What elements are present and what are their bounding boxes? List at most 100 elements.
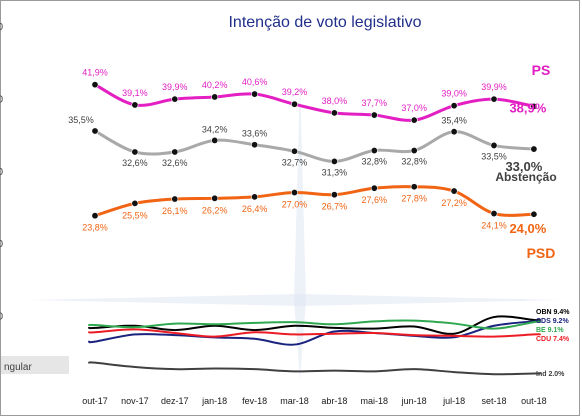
data-point [131, 101, 139, 109]
data-label: 27,8% [401, 194, 427, 204]
x-tick-label: jan-18 [201, 396, 227, 406]
data-label: 33,0% [505, 159, 542, 174]
data-point [290, 189, 298, 197]
data-point [290, 100, 298, 108]
data-point [211, 136, 219, 144]
data-label: 32,8% [362, 157, 388, 167]
series-line-cdu [88, 328, 541, 338]
data-label: 33,5% [481, 151, 507, 161]
data-point [410, 147, 418, 155]
data-label: 39,2% [282, 87, 308, 97]
watermark-text: ngular [4, 362, 32, 373]
series-name-label: Abstenção [495, 170, 556, 184]
data-point [171, 148, 179, 156]
watermark-horizontal-shape [30, 294, 560, 306]
data-point [171, 95, 179, 103]
data-point [530, 210, 538, 218]
x-tick-label: out-18 [521, 396, 547, 406]
x-tick-label: mar-18 [280, 396, 309, 406]
data-point [330, 109, 338, 117]
data-label: 26,7% [322, 202, 348, 212]
data-point [330, 157, 338, 165]
data-label: 35,5% [68, 115, 94, 125]
data-point [450, 128, 458, 136]
series-end-label-cdu: CDU 7.4% [536, 336, 570, 343]
data-label: 34,2% [202, 124, 228, 134]
data-point [490, 210, 498, 218]
data-label: 37,7% [362, 98, 388, 108]
data-point [530, 145, 538, 153]
data-label: 32,6% [162, 158, 188, 168]
y-tick-label: 50 [0, 22, 4, 33]
data-point [370, 147, 378, 155]
y-tick-label: 30 [0, 167, 4, 178]
data-point [131, 199, 139, 207]
x-tick-label: fev-18 [242, 396, 267, 406]
data-label: 23,8% [82, 223, 108, 233]
series-line-be [88, 319, 541, 330]
x-tick-label: dez-17 [161, 396, 189, 406]
data-point [251, 193, 259, 201]
chart-title: Intenção de voto legislativo [228, 14, 421, 31]
data-point [490, 95, 498, 103]
x-tick-label: out-17 [82, 396, 108, 406]
data-label: 32,6% [122, 158, 148, 168]
y-tick-label: 20 [0, 239, 4, 250]
data-point [530, 102, 538, 110]
series-name-label: PSD [527, 245, 556, 261]
data-label: 24,0% [509, 221, 546, 236]
x-tick-label: nov-17 [121, 396, 149, 406]
data-label: 31,3% [322, 167, 348, 177]
data-label: 39,9% [481, 82, 507, 92]
data-point [211, 93, 219, 101]
series-end-label-obn: OBN 9.4% [536, 309, 570, 316]
data-point [490, 141, 498, 149]
data-point [410, 183, 418, 191]
data-label: 33,6% [242, 129, 268, 139]
data-label: 27,0% [282, 200, 308, 210]
x-tick-label: jun-18 [401, 396, 427, 406]
y-tick-label: 10 [0, 312, 4, 323]
series-line-absten-o [93, 129, 536, 163]
data-label: 27,2% [441, 198, 467, 208]
data-point [91, 127, 99, 135]
data-point [370, 184, 378, 192]
x-tick-label: set-18 [481, 396, 506, 406]
data-point [251, 90, 259, 98]
x-tick-label: mai-18 [361, 396, 389, 406]
data-label: 32,8% [401, 157, 427, 167]
series-end-label-ind: Ind 2.0% [536, 371, 565, 378]
data-point [450, 102, 458, 110]
x-tick-label: jul-18 [442, 396, 465, 406]
data-point [370, 111, 378, 119]
data-label: 32,7% [282, 157, 308, 167]
data-point [211, 194, 219, 202]
data-point [290, 147, 298, 155]
series-line-ind [88, 361, 541, 376]
data-point [251, 141, 259, 149]
watermark-decoration: ngular [1, 80, 560, 380]
data-point [450, 187, 458, 195]
data-label: 26,4% [242, 204, 268, 214]
watermark-box [1, 356, 69, 374]
series-line-ps [93, 83, 536, 122]
x-tick-label: abr-18 [321, 396, 347, 406]
data-label: 39,0% [441, 89, 467, 99]
data-label: 27,6% [362, 195, 388, 205]
data-label: 26,1% [162, 206, 188, 216]
data-label: 38,0% [322, 96, 348, 106]
y-tick-label: 40 [0, 94, 4, 105]
data-point [410, 116, 418, 124]
data-label: 35,4% [441, 116, 467, 126]
data-label: 37,0% [401, 103, 427, 113]
series-name-label: PS [532, 62, 551, 78]
series-end-label-cds: CDS 9.2% [536, 318, 569, 325]
data-label: 38,9% [509, 100, 546, 115]
data-label: 40,2% [202, 80, 228, 90]
data-label: 39,1% [122, 88, 148, 98]
data-label: 41,9% [82, 68, 108, 78]
series-end-label-be: BE 9.1% [536, 327, 564, 334]
data-label: 24,1% [481, 221, 507, 231]
data-label: 39,9% [162, 82, 188, 92]
